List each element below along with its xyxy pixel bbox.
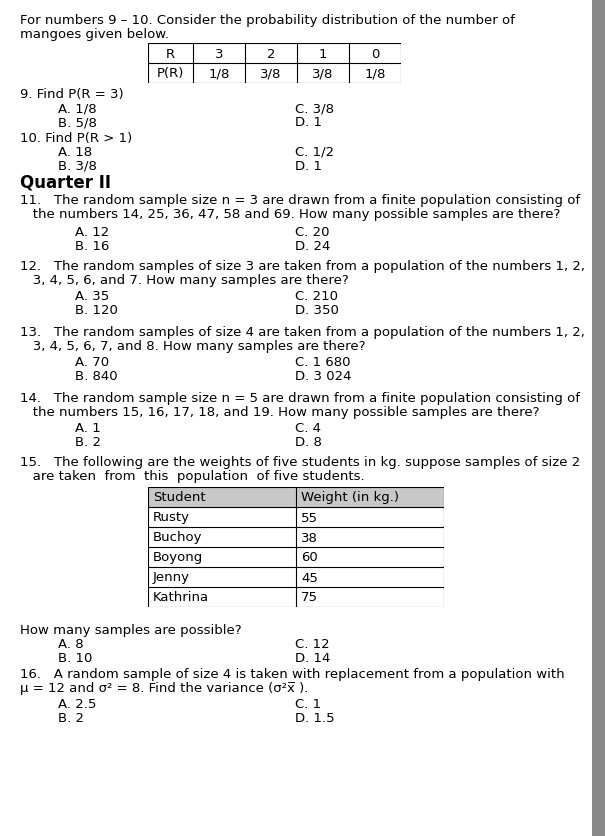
Text: Rusty: Rusty bbox=[153, 511, 190, 524]
Text: C. 4: C. 4 bbox=[295, 421, 321, 435]
Text: 1/8: 1/8 bbox=[364, 68, 386, 80]
Text: C. 1: C. 1 bbox=[295, 697, 321, 710]
Text: 1: 1 bbox=[319, 48, 327, 60]
Text: 55: 55 bbox=[301, 511, 318, 524]
Text: 3: 3 bbox=[215, 48, 223, 60]
Text: 13.   The random samples of size 4 are taken from a population of the numbers 1,: 13. The random samples of size 4 are tak… bbox=[20, 325, 585, 339]
Text: C. 3/8: C. 3/8 bbox=[295, 102, 334, 115]
Text: A. 12: A. 12 bbox=[75, 226, 110, 239]
Text: How many samples are possible?: How many samples are possible? bbox=[20, 624, 241, 636]
Text: D. 8: D. 8 bbox=[295, 436, 322, 448]
Text: Kathrina: Kathrina bbox=[153, 591, 209, 604]
Text: 2: 2 bbox=[267, 48, 275, 60]
Text: C. 20: C. 20 bbox=[295, 226, 330, 239]
Text: μ = 12 and σ² = 8. Find the variance (σ²x̅ ).: μ = 12 and σ² = 8. Find the variance (σ²… bbox=[20, 681, 309, 694]
Text: D. 1: D. 1 bbox=[295, 116, 322, 129]
Text: Buchoy: Buchoy bbox=[153, 531, 203, 544]
Text: 16.   A random sample of size 4 is taken with replacement from a population with: 16. A random sample of size 4 is taken w… bbox=[20, 667, 564, 681]
Text: B. 2: B. 2 bbox=[58, 711, 84, 724]
Text: R: R bbox=[166, 48, 175, 60]
Text: 12.   The random samples of size 3 are taken from a population of the numbers 1,: 12. The random samples of size 3 are tak… bbox=[20, 260, 585, 273]
Text: C. 1 680: C. 1 680 bbox=[295, 355, 350, 369]
Text: 3/8: 3/8 bbox=[260, 68, 282, 80]
Text: D. 1.5: D. 1.5 bbox=[295, 711, 335, 724]
Text: 14.   The random sample size n = 5 are drawn from a finite population consisting: 14. The random sample size n = 5 are dra… bbox=[20, 391, 580, 405]
Text: A. 18: A. 18 bbox=[58, 145, 92, 159]
Text: D. 3 024: D. 3 024 bbox=[295, 370, 352, 383]
Text: 9. Find P(R = 3): 9. Find P(R = 3) bbox=[20, 88, 123, 101]
Text: P(R): P(R) bbox=[157, 68, 184, 80]
Text: 1/8: 1/8 bbox=[208, 68, 230, 80]
Text: B. 120: B. 120 bbox=[75, 303, 118, 317]
Text: B. 5/8: B. 5/8 bbox=[58, 116, 97, 129]
Text: mangoes given below.: mangoes given below. bbox=[20, 28, 169, 41]
Text: 38: 38 bbox=[301, 531, 318, 544]
Text: B. 3/8: B. 3/8 bbox=[58, 160, 97, 173]
Text: B. 16: B. 16 bbox=[75, 240, 110, 252]
Text: A. 2.5: A. 2.5 bbox=[58, 697, 96, 710]
Text: A. 70: A. 70 bbox=[75, 355, 109, 369]
Text: D. 1: D. 1 bbox=[295, 160, 322, 173]
Text: 75: 75 bbox=[301, 591, 318, 604]
Text: Quarter II: Quarter II bbox=[20, 174, 111, 191]
Text: 45: 45 bbox=[301, 571, 318, 584]
Text: D. 350: D. 350 bbox=[295, 303, 339, 317]
Text: 10. Find P(R > 1): 10. Find P(R > 1) bbox=[20, 132, 132, 145]
Text: C. 210: C. 210 bbox=[295, 289, 338, 303]
Text: B. 840: B. 840 bbox=[75, 370, 117, 383]
Text: 3/8: 3/8 bbox=[312, 68, 334, 80]
Text: Weight (in kg.): Weight (in kg.) bbox=[301, 491, 399, 504]
Text: Jenny: Jenny bbox=[153, 571, 190, 584]
Text: 0: 0 bbox=[371, 48, 379, 60]
Text: For numbers 9 – 10. Consider the probability distribution of the number of: For numbers 9 – 10. Consider the probabi… bbox=[20, 14, 515, 27]
Text: the numbers 14, 25, 36, 47, 58 and 69. How many possible samples are there?: the numbers 14, 25, 36, 47, 58 and 69. H… bbox=[20, 208, 560, 221]
Text: the numbers 15, 16, 17, 18, and 19. How many possible samples are there?: the numbers 15, 16, 17, 18, and 19. How … bbox=[20, 405, 540, 419]
Text: 11.   The random sample size n = 3 are drawn from a finite population consisting: 11. The random sample size n = 3 are dra… bbox=[20, 194, 580, 206]
Text: 3, 4, 5, 6, and 7. How many samples are there?: 3, 4, 5, 6, and 7. How many samples are … bbox=[20, 273, 348, 287]
Text: 60: 60 bbox=[301, 551, 318, 563]
Text: A. 35: A. 35 bbox=[75, 289, 110, 303]
Text: D. 24: D. 24 bbox=[295, 240, 330, 252]
Text: Boyong: Boyong bbox=[153, 551, 203, 563]
Text: A. 8: A. 8 bbox=[58, 637, 83, 650]
Text: A. 1: A. 1 bbox=[75, 421, 101, 435]
Text: 3, 4, 5, 6, 7, and 8. How many samples are there?: 3, 4, 5, 6, 7, and 8. How many samples a… bbox=[20, 339, 365, 353]
Text: C. 1/2: C. 1/2 bbox=[295, 145, 334, 159]
Text: A. 1/8: A. 1/8 bbox=[58, 102, 97, 115]
Text: D. 14: D. 14 bbox=[295, 651, 330, 665]
Text: C. 12: C. 12 bbox=[295, 637, 330, 650]
Text: 15.   The following are the weights of five students in kg. suppose samples of s: 15. The following are the weights of fiv… bbox=[20, 456, 580, 468]
Text: are taken  from  this  population  of five students.: are taken from this population of five s… bbox=[20, 470, 365, 482]
Text: B. 2: B. 2 bbox=[75, 436, 101, 448]
Text: Student: Student bbox=[153, 491, 206, 504]
Text: B. 10: B. 10 bbox=[58, 651, 93, 665]
